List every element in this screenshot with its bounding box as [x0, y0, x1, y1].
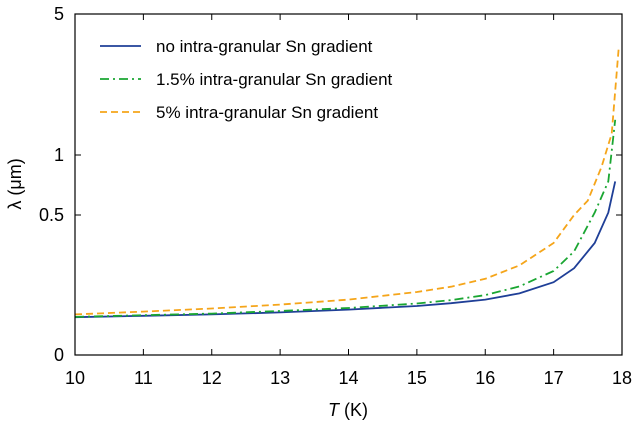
y-tick-label: 1 — [54, 145, 64, 165]
legend-label-2: 1.5% intra-granular Sn gradient — [156, 70, 393, 89]
series-line-2 — [74, 119, 617, 318]
x-tick-label: 13 — [270, 368, 290, 388]
y-tick-label: 0.5 — [39, 205, 64, 225]
series-line-3 — [74, 49, 620, 316]
x-tick-label: 16 — [475, 368, 495, 388]
y-tick-label: 0 — [54, 345, 64, 365]
y-tick-label: 5 — [54, 4, 64, 24]
y-axis-label: λ (μm) — [5, 158, 25, 209]
series-layer — [74, 49, 620, 319]
x-tick-label: 15 — [407, 368, 427, 388]
x-tick-label: 10 — [65, 368, 85, 388]
x-tick-label: 18 — [612, 368, 632, 388]
series-line-1 — [74, 181, 617, 319]
x-tick-label: 11 — [134, 368, 153, 388]
legend-label-3: 5% intra-granular Sn gradient — [156, 103, 378, 122]
x-tick-label: 14 — [338, 368, 358, 388]
plot-frame — [74, 13, 623, 356]
x-axis-label-unit: (K) — [339, 400, 368, 420]
legend: no intra-granular Sn gradient 1.5% intra-… — [100, 37, 393, 122]
x-axis-label: T (K) — [328, 400, 368, 420]
x-tick-label: 12 — [202, 368, 222, 388]
legend-label-1: no intra-granular Sn gradient — [156, 37, 373, 56]
x-axis-label-symbol: T — [328, 400, 341, 420]
x-tick-label: 17 — [544, 368, 564, 388]
